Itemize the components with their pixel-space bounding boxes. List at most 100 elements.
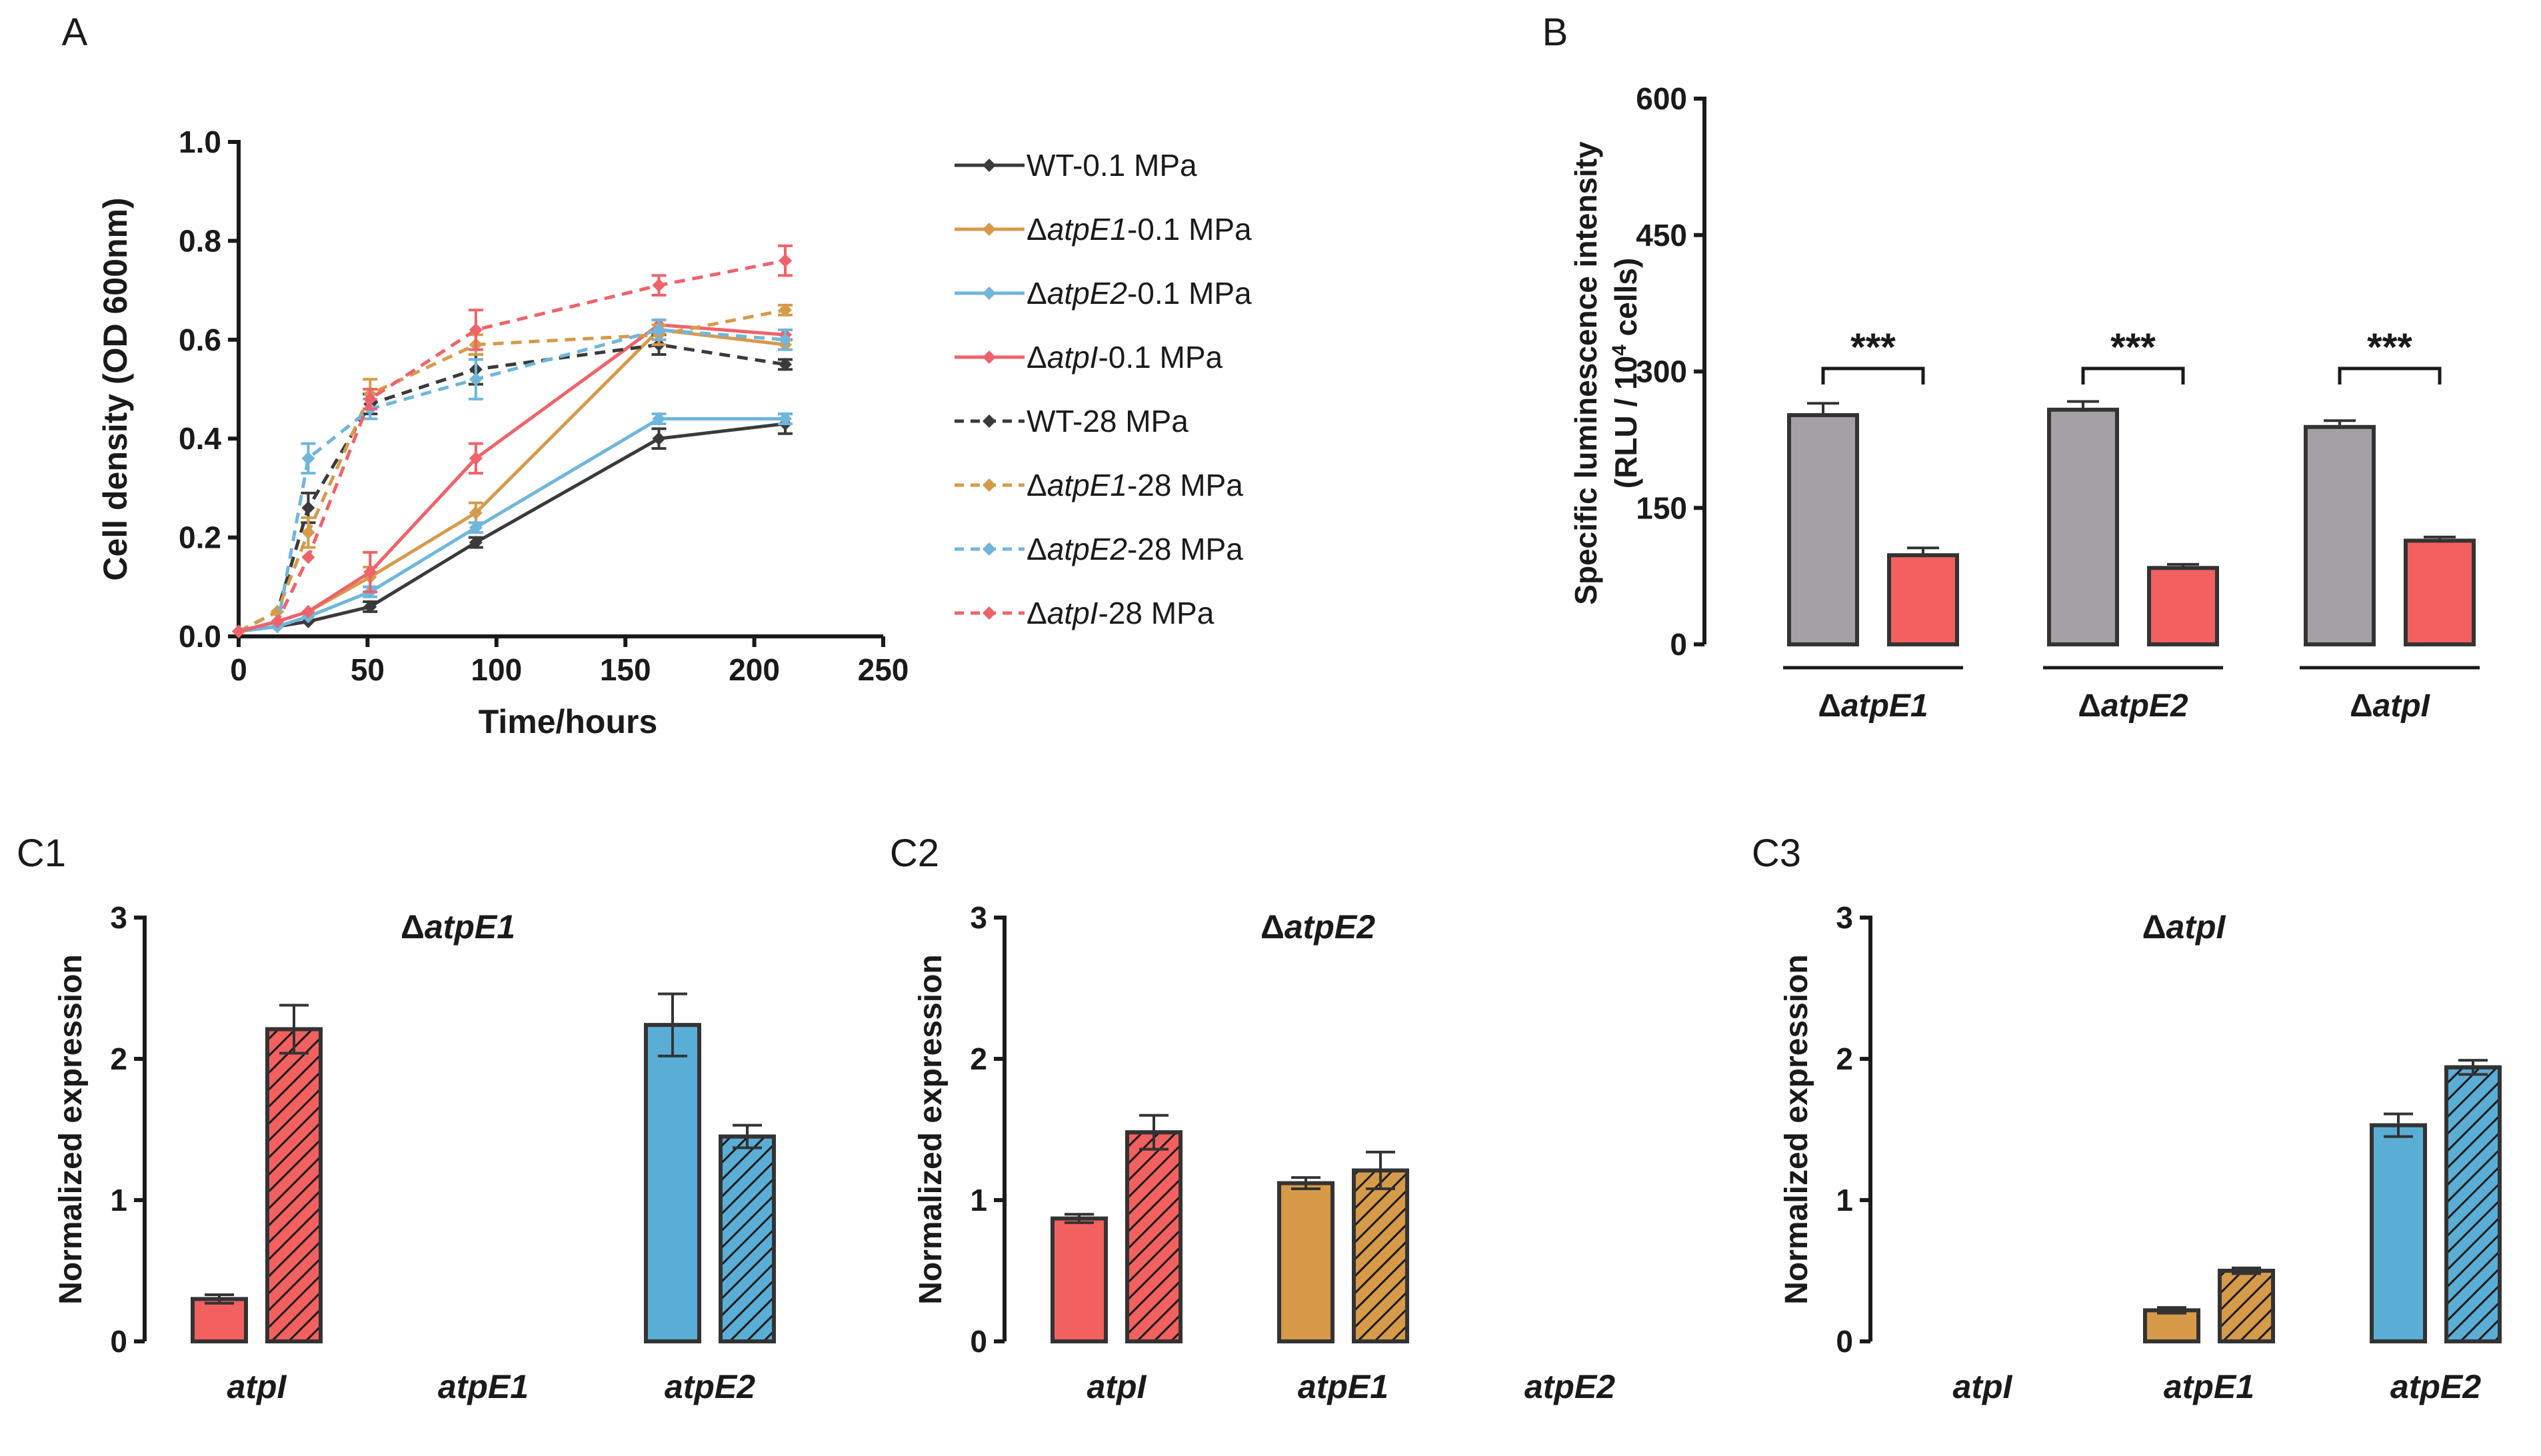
- error-bar: [2067, 400, 2099, 410]
- legend-marker: [983, 223, 996, 236]
- legend-label: WT-28 MPa: [1027, 404, 1189, 438]
- data-point: [363, 600, 377, 614]
- legend-label: ΔatpI-28 MPa: [1027, 596, 1215, 630]
- bar-pair-atpE2: [2370, 1059, 2502, 1343]
- data-point: [271, 614, 285, 628]
- legend-marker: [983, 287, 996, 300]
- legend-entry-6: ΔatpE1-28 MPa: [955, 468, 1243, 502]
- data-point: [469, 506, 483, 520]
- y-tick-label: 1.0: [179, 125, 221, 159]
- panel-label-a: A: [62, 11, 88, 54]
- data-point: [363, 392, 377, 406]
- y-tick-label: 0: [970, 1324, 987, 1359]
- y-tick-label: 3: [1836, 900, 1853, 935]
- bar-solid: [1051, 1216, 1108, 1344]
- x-axis-title: Time/hours: [479, 703, 658, 740]
- significance-label: ***: [2110, 326, 2156, 369]
- panel-label-c3: C3: [1752, 832, 1801, 875]
- category-label: atpE1: [2164, 1368, 2254, 1405]
- data-point: [469, 536, 483, 550]
- series-5: [232, 333, 793, 638]
- bar-pair-atpI: [1051, 1113, 1183, 1344]
- group-label: ΔatpE2: [2078, 688, 2188, 724]
- category-label: atpI: [1087, 1368, 1147, 1405]
- panel-c2: C2 0 1 2 3 Normalized expression ΔatpE2 atpI atp…: [890, 832, 1615, 1405]
- bar-hatched: [2218, 1269, 2275, 1343]
- error-bar: [658, 992, 687, 1058]
- bar-hatched: [2444, 1065, 2502, 1343]
- legend-entry-3: ΔatpE2-0.1 MPa: [955, 276, 1252, 311]
- bar: [2404, 538, 2476, 647]
- legend-marker: [983, 159, 996, 172]
- category-label: atpE2: [1524, 1368, 1615, 1405]
- series-line: [238, 259, 786, 634]
- panel-c3: C3 0 1 2 3 Normalized expression ΔatpI atpI atpE…: [1752, 832, 2502, 1405]
- data-point: [779, 254, 793, 268]
- bar-solid: [191, 1297, 248, 1344]
- significance-bracket: [1821, 366, 1925, 384]
- bar-hatched: [1352, 1168, 1409, 1343]
- error-bar: [733, 1123, 762, 1149]
- y-tick-label: 0.6: [179, 323, 221, 357]
- bar-pair-atpI: [191, 1004, 323, 1344]
- y-axis-title: Normalized expression: [53, 954, 89, 1305]
- category-label: atpI: [227, 1368, 287, 1405]
- panel-label-b: B: [1542, 11, 1568, 54]
- error-bar: [2324, 419, 2356, 427]
- data-point: [469, 451, 483, 465]
- y-tick-label: 0: [1836, 1324, 1853, 1359]
- series-line: [237, 343, 786, 633]
- legend-entry-4: ΔatpI-0.1 MPa: [955, 340, 1223, 374]
- x-tick-label: 150: [600, 652, 651, 687]
- y-tick-label: 0.8: [179, 223, 221, 258]
- data-point: [301, 526, 315, 540]
- data-point: [469, 323, 483, 337]
- error-bar: [2384, 1112, 2413, 1138]
- error-bar: [2167, 562, 2199, 568]
- bar: [2304, 424, 2376, 646]
- group-label: ΔatpI: [2350, 688, 2431, 724]
- y-tick-label: 450: [1636, 218, 1687, 253]
- series-8: [232, 244, 793, 638]
- bar-group-2: *** ΔatpE2: [2043, 326, 2223, 724]
- error-bar: [205, 1293, 234, 1305]
- legend-entry-2: ΔatpE1-0.1 MPa: [955, 212, 1252, 247]
- data-point: [232, 624, 245, 638]
- data-point: [779, 303, 793, 317]
- series-3: [232, 412, 793, 638]
- error-bar: [1065, 1213, 1094, 1224]
- y-tick-label: 1: [970, 1183, 987, 1217]
- data-point: [301, 604, 315, 618]
- series-line: [238, 328, 786, 634]
- data-point: [779, 333, 793, 347]
- panel-b: B 0 150 300 450 600 Specific luminescence inte…: [1542, 11, 2480, 724]
- y-tick-label: 0.4: [179, 421, 221, 456]
- y-tick-label: 0: [1670, 627, 1687, 662]
- y-axis-title-line2: (RLU / 104 cells): [1608, 258, 1644, 488]
- bar: [2147, 566, 2219, 647]
- y-tick-label: 3: [970, 900, 987, 935]
- bar-group-1: *** ΔatpE1: [1783, 326, 1963, 724]
- error-bar: [2157, 1306, 2186, 1315]
- bar: [2047, 407, 2119, 647]
- category-label: atpI: [1953, 1368, 2013, 1405]
- x-tick-label: 0: [230, 652, 247, 687]
- bar-pair-atpE2: [644, 992, 776, 1343]
- series-line: [238, 422, 786, 634]
- data-point: [652, 323, 666, 337]
- category-label: atpE1: [438, 1368, 529, 1405]
- data-point: [301, 451, 315, 465]
- bar-pair-atpE1: [2143, 1266, 2275, 1343]
- y-axis-title-line1: Specific luminescence intensity: [1568, 141, 1603, 605]
- error-bar: [2424, 535, 2456, 541]
- bar-solid: [2370, 1123, 2427, 1343]
- legend-label: ΔatpE1-0.1 MPa: [1027, 212, 1252, 247]
- error-bar: [1139, 1113, 1169, 1151]
- x-tick-label: 250: [858, 652, 909, 687]
- y-axis-title: Cell density (OD 600nm): [97, 197, 134, 580]
- legend-marker: [983, 478, 996, 492]
- y-tick-label: 300: [1636, 355, 1687, 389]
- legend-entry-8: ΔatpI-28 MPa: [955, 596, 1215, 630]
- y-tick-label: 0.2: [179, 520, 221, 555]
